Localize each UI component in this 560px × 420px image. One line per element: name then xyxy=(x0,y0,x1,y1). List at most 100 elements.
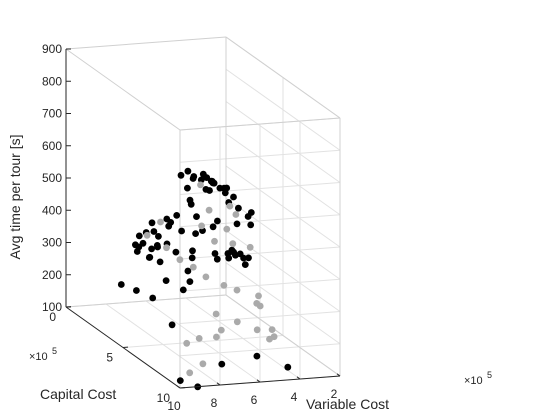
data-point-black xyxy=(240,254,248,262)
data-point-gray xyxy=(211,237,218,245)
data-point-black xyxy=(117,281,125,288)
data-point-black xyxy=(155,233,162,240)
data-point-black xyxy=(197,176,205,184)
x-tick-label: 6 xyxy=(251,393,258,407)
data-point-black xyxy=(193,213,200,221)
data-point-black xyxy=(188,254,196,262)
data-point-black xyxy=(216,184,224,192)
data-point-gray xyxy=(197,181,204,189)
z-tick-label: 800 xyxy=(42,74,62,88)
data-point-gray xyxy=(143,231,151,239)
data-point-gray xyxy=(217,326,225,334)
data-point-gray xyxy=(157,218,164,226)
data-point-black xyxy=(184,167,192,175)
back-wall-grid-line xyxy=(179,149,341,163)
data-point-black xyxy=(209,223,217,231)
svg-text:5: 5 xyxy=(487,370,492,380)
data-point-black xyxy=(135,232,143,240)
x-tick-mark xyxy=(296,376,301,380)
x-tick-mark xyxy=(216,382,221,386)
data-point-black xyxy=(178,227,186,235)
y-tick-label: 0 xyxy=(49,310,56,324)
data-point-gray xyxy=(189,263,197,271)
data-point-gray xyxy=(270,333,278,341)
data-point-gray xyxy=(199,360,207,368)
data-point-gray xyxy=(232,211,240,218)
data-point-black xyxy=(184,267,192,275)
data-point-black xyxy=(148,219,156,227)
box-edge xyxy=(65,36,227,50)
data-point-black xyxy=(186,196,194,204)
data-point-black xyxy=(189,247,196,255)
back-wall-grid-line xyxy=(179,311,341,324)
data-point-gray xyxy=(195,335,203,342)
data-point-black xyxy=(176,377,184,384)
data-point-black xyxy=(247,221,255,229)
data-point-black xyxy=(245,254,252,262)
data-point-gray xyxy=(163,244,170,252)
x-axis-label: Variable Cost xyxy=(306,396,389,412)
x-axis-multiplier: ×10 5 xyxy=(464,370,492,387)
data-point-black xyxy=(211,250,219,257)
data-point-black xyxy=(184,184,191,192)
box-edge xyxy=(65,294,227,308)
data-point-black xyxy=(284,363,292,371)
box-edge xyxy=(179,117,341,131)
y-axis-multiplier: ×10 5 xyxy=(29,346,57,363)
data-point-gray xyxy=(220,282,228,289)
x-tick-label: 2 xyxy=(331,387,338,401)
data-point-black xyxy=(192,230,200,238)
data-point-black xyxy=(199,170,207,178)
x-tick-label: 8 xyxy=(211,396,218,410)
back-wall-grid-line xyxy=(179,246,341,260)
data-point-black xyxy=(179,286,187,294)
side-wall-grid-line xyxy=(225,197,341,280)
data-point-black xyxy=(232,251,239,259)
data-point-black xyxy=(209,179,217,187)
x-tick-mark xyxy=(176,385,181,389)
x-tick-label: 4 xyxy=(291,390,298,404)
y-tick-label: 10 xyxy=(157,391,171,405)
data-point-black xyxy=(218,360,226,368)
data-point-black xyxy=(150,228,158,235)
z-tick-label: 200 xyxy=(42,268,62,282)
data-point-gray xyxy=(253,300,261,307)
box-edge xyxy=(225,294,341,377)
data-point-black xyxy=(145,254,153,261)
data-point-black xyxy=(148,245,156,253)
data-point-gray xyxy=(202,273,210,281)
data-point-gray xyxy=(212,310,220,318)
z-tick-label: 500 xyxy=(42,171,62,185)
data-point-black xyxy=(162,277,170,284)
data-point-black xyxy=(186,278,194,285)
data-point-black xyxy=(213,255,221,263)
z-tick-label: 100 xyxy=(42,300,62,314)
z-tick-label: 700 xyxy=(42,107,62,121)
data-point-gray xyxy=(183,339,191,347)
data-point-black xyxy=(253,352,261,360)
data-point-black xyxy=(233,220,241,228)
data-point-black xyxy=(173,212,181,219)
back-wall-grid-line xyxy=(179,343,341,357)
data-point-gray xyxy=(223,225,231,233)
data-point-black xyxy=(132,241,139,249)
x-tick-mark xyxy=(336,373,341,377)
svg-text:×10: ×10 xyxy=(464,375,483,387)
data-point-black xyxy=(214,217,221,225)
z-axis-label: Avg time per tour [s] xyxy=(7,134,23,259)
side-wall-grid-line xyxy=(225,262,341,345)
data-point-gray xyxy=(205,206,213,214)
box-edges xyxy=(65,36,341,388)
data-point-black xyxy=(163,215,171,223)
back-wall-grid-line xyxy=(179,278,341,292)
side-wall-grid-line xyxy=(225,133,341,216)
side-wall-grid-line xyxy=(225,101,341,183)
data-point-black xyxy=(189,175,197,182)
side-wall-grid-line xyxy=(225,230,341,312)
data-point-black xyxy=(228,246,236,254)
data-point-black xyxy=(202,186,210,193)
data-point-black xyxy=(156,258,164,266)
data-point-gray xyxy=(198,222,206,230)
